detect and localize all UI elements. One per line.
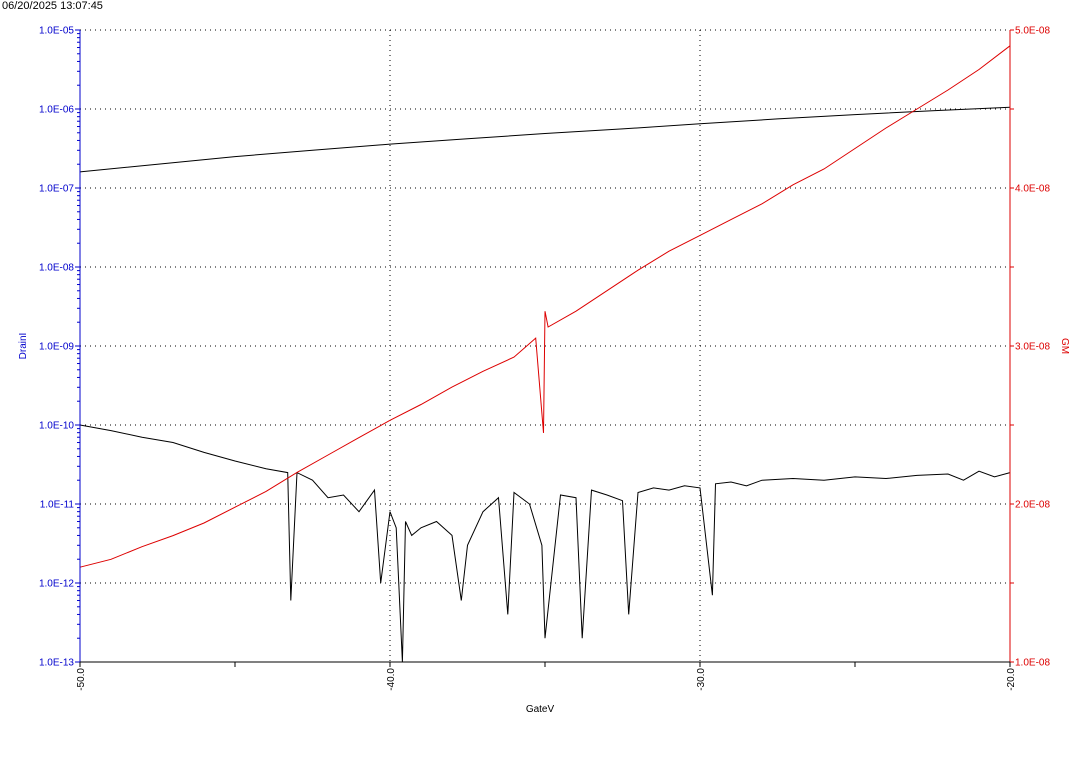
right-axis-label: GM <box>1059 338 1070 354</box>
axes: 1.0E-13 1.0E-12 1.0E-11 1.0E-10 1.0E-09 1.0E-… <box>39 26 1050 691</box>
left-tick-label: 1.0E-07 <box>39 184 74 195</box>
drain-current-line <box>79 106 1011 173</box>
x-tick-label: -20.0 <box>1006 668 1017 691</box>
left-tick-label: 1.0E-10 <box>39 421 74 432</box>
left-tick-label: 1.0E-12 <box>39 579 74 590</box>
gate-leakage-line <box>79 424 1011 663</box>
left-tick-label: 1.0E-09 <box>39 342 74 353</box>
left-axis-label: DrainI <box>18 333 29 360</box>
left-tick-label: 1.0E-08 <box>39 263 74 274</box>
right-tick-label: 1.0E-08 <box>1015 658 1050 669</box>
x-axis-label: GateV <box>526 704 555 715</box>
timestamp: 06/20/2025 13:07:45 <box>2 0 103 12</box>
series-layer <box>79 45 1011 663</box>
right-tick-label: 3.0E-08 <box>1015 342 1050 353</box>
x-tick-label: -50.0 <box>76 668 87 691</box>
right-tick-label: 5.0E-08 <box>1015 26 1050 37</box>
right-tick-label: 4.0E-08 <box>1015 184 1050 195</box>
gm-line <box>79 45 1011 568</box>
x-tick-label: -40.0 <box>386 668 397 691</box>
x-tick-label: -30.0 <box>696 668 707 691</box>
left-tick-label: 1.0E-06 <box>39 105 74 116</box>
right-tick-label: 2.0E-08 <box>1015 500 1050 511</box>
left-tick-label: 1.0E-05 <box>39 26 74 37</box>
left-tick-label: 1.0E-13 <box>39 658 74 669</box>
left-tick-label: 1.0E-11 <box>40 500 75 511</box>
